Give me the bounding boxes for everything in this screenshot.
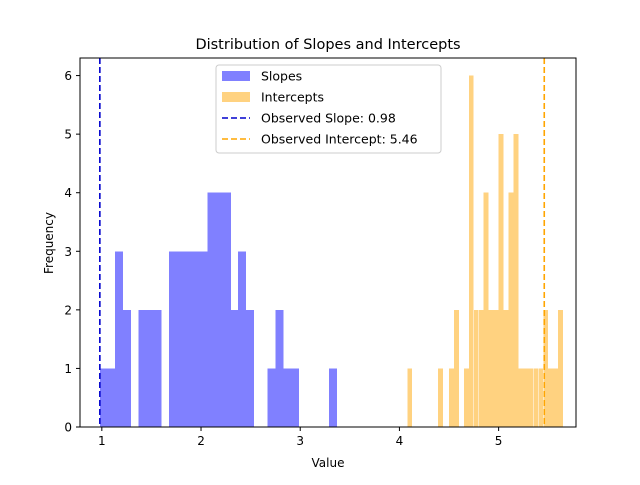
slope-histogram-bar	[275, 309, 284, 427]
x-tick-label: 4	[396, 434, 404, 448]
y-tick-label: 6	[64, 69, 72, 83]
intercept-histogram-bar	[538, 368, 544, 427]
slope-histogram-bar	[199, 251, 208, 427]
legend-label: Slopes	[261, 69, 302, 84]
legend: Slopes Intercepts Observed Slope: 0.98 Obse…	[215, 64, 442, 154]
bars-layer	[99, 75, 563, 427]
legend-swatch	[222, 71, 250, 81]
intercept-histogram-bar	[449, 368, 454, 427]
intercept-histogram-bar	[483, 192, 489, 427]
reference-lines-layer	[99, 58, 546, 427]
intercept-histogram-bar	[543, 309, 549, 427]
slope-histogram-bar	[207, 192, 216, 427]
intercept-histogram-bar	[508, 192, 514, 427]
plot-frame	[79, 57, 577, 428]
intercept-histogram-bar	[523, 368, 529, 427]
intercept-histogram-bar	[513, 134, 519, 427]
intercept-histogram-bar	[453, 309, 459, 427]
slope-histogram-bar	[290, 368, 299, 427]
intercept-histogram-bar	[463, 368, 469, 427]
slope-histogram-bar	[222, 192, 231, 427]
legend-box	[215, 64, 442, 154]
intercept-histogram-bar	[528, 368, 534, 427]
x-tick-label: 5	[495, 434, 503, 448]
slope-histogram-bar	[328, 368, 337, 427]
legend-entry-intercepts: Intercepts	[222, 90, 324, 105]
intercept-histogram-bar	[488, 309, 494, 427]
slope-histogram-bar	[115, 251, 124, 427]
y-axis-label: Frequency	[42, 212, 56, 274]
legend-label: Observed Slope: 0.98	[261, 111, 396, 126]
intercept-histogram-bar	[407, 368, 413, 427]
slope-histogram-bar	[238, 251, 247, 427]
y-tick-label: 4	[64, 186, 72, 200]
slope-histogram-bar	[138, 309, 147, 427]
slope-histogram-bar	[176, 251, 185, 427]
slope-histogram-bar	[267, 368, 276, 427]
intercept-histogram-bar	[533, 368, 539, 427]
slope-histogram-bar	[153, 309, 162, 427]
slope-histogram-bar	[145, 309, 154, 427]
slope-histogram-bar	[215, 192, 224, 427]
slope-histogram-bar	[184, 251, 193, 427]
slope-histogram-bar	[122, 309, 131, 427]
y-tick-label: 2	[64, 303, 72, 317]
slope-histogram-bar	[192, 251, 201, 427]
intercept-histogram-bar	[493, 309, 499, 427]
x-tick-label: 2	[197, 434, 205, 448]
slope-histogram-bar	[107, 368, 116, 427]
x-tick-label: 3	[296, 434, 304, 448]
legend-swatch	[222, 92, 250, 102]
legend-label: Observed Intercept: 5.46	[261, 132, 418, 147]
x-tick-label: 1	[98, 434, 106, 448]
y-tick-label: 1	[64, 362, 72, 376]
intercept-histogram-bar	[518, 368, 524, 427]
legend-entry-observed-intercept: Observed Intercept: 5.46	[222, 132, 418, 147]
slope-histogram-bar	[230, 309, 239, 427]
intercept-histogram-bar	[558, 309, 563, 427]
intercept-histogram-bar	[473, 309, 479, 427]
y-tick-label: 3	[64, 245, 72, 259]
y-tick-label: 5	[64, 128, 72, 142]
intercept-histogram-bar	[503, 309, 509, 427]
series-intercepts	[407, 75, 563, 427]
slope-histogram-bar	[169, 251, 178, 427]
intercept-histogram-bar	[548, 368, 554, 427]
intercept-histogram-bar	[498, 134, 504, 427]
slope-histogram-bar	[283, 368, 292, 427]
intercept-histogram-bar	[468, 75, 474, 427]
axes-layer: 1 2 3 4 5 0 1 2 3 4 5 6	[64, 57, 577, 448]
series-slopes	[99, 192, 337, 427]
intercept-histogram-bar	[478, 309, 484, 427]
legend-entry-slopes: Slopes	[222, 69, 302, 84]
y-tick-label: 0	[64, 421, 72, 435]
intercept-histogram-bar	[438, 368, 443, 427]
intercept-histogram-bar	[553, 368, 559, 427]
slope-histogram-bar	[245, 309, 254, 427]
legend-entry-observed-slope: Observed Slope: 0.98	[222, 111, 396, 126]
legend-label: Intercepts	[261, 90, 324, 105]
chart-title: Distribution of Slopes and Intercepts	[195, 37, 460, 53]
slope-histogram-bar	[99, 368, 108, 427]
x-axis-label: Value	[312, 456, 345, 470]
